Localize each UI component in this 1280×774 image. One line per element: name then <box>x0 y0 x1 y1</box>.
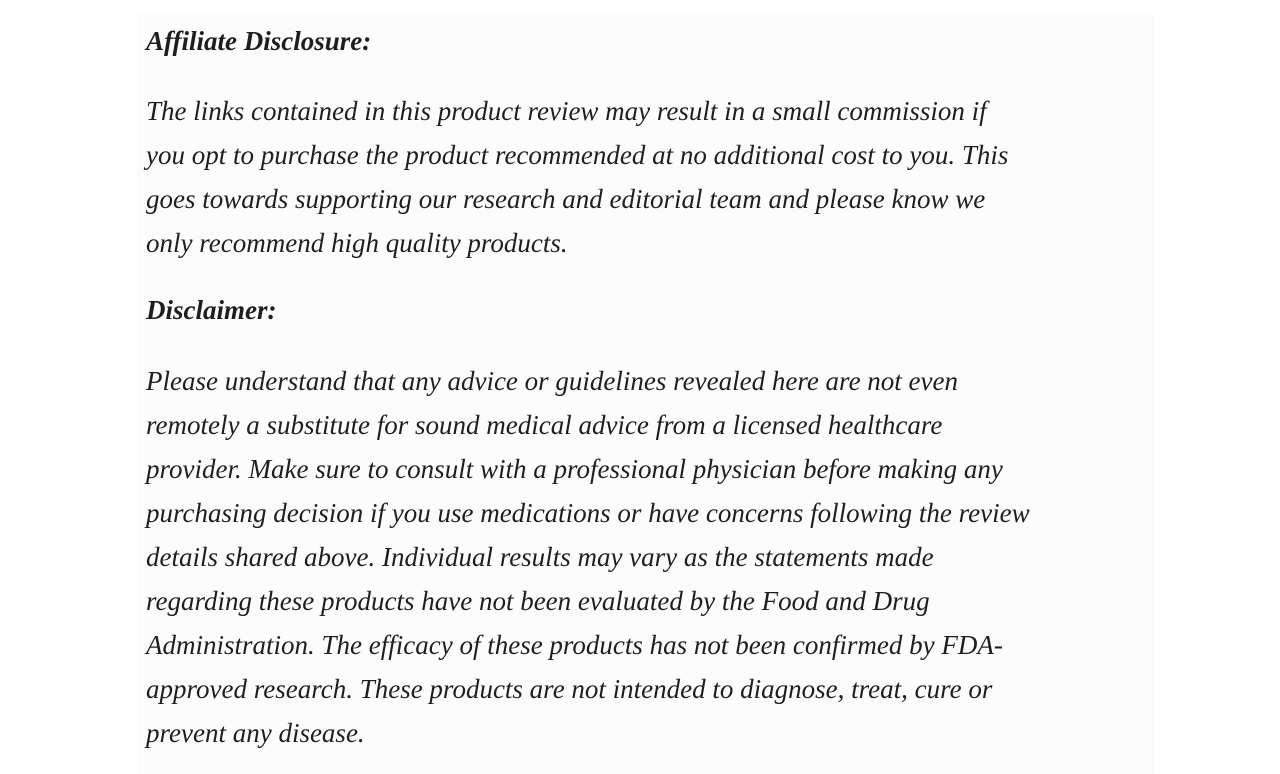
text-line: remotely a substitute for sound medical … <box>146 410 943 440</box>
text-line: regarding these products have not been e… <box>146 586 930 616</box>
text-line: provider. Make sure to consult with a pr… <box>146 454 1003 484</box>
disclaimer-text: Please understand that any advice or gui… <box>146 359 1030 755</box>
affiliate-disclosure-heading: Affiliate Disclosure: <box>146 26 372 56</box>
affiliate-disclosure-text: The links contained in this product revi… <box>146 89 1008 265</box>
disclaimer-heading: Disclaimer: <box>146 295 277 325</box>
text-line: details shared above. Individual results… <box>146 542 934 572</box>
content-panel <box>137 14 1155 774</box>
text-line: Administration. The efficacy of these pr… <box>146 630 1003 660</box>
text-line: only recommend high quality products. <box>146 228 568 258</box>
text-line: goes towards supporting our research and… <box>146 184 986 214</box>
text-line: you opt to purchase the product recommen… <box>146 140 1009 170</box>
text-line: approved research. These products are no… <box>146 674 993 704</box>
text-line: The links contained in this product revi… <box>146 96 987 126</box>
text-line: Please understand that any advice or gui… <box>146 366 959 396</box>
text-line: prevent any disease. <box>146 718 365 748</box>
text-line: purchasing decision if you use medicatio… <box>146 498 1030 528</box>
